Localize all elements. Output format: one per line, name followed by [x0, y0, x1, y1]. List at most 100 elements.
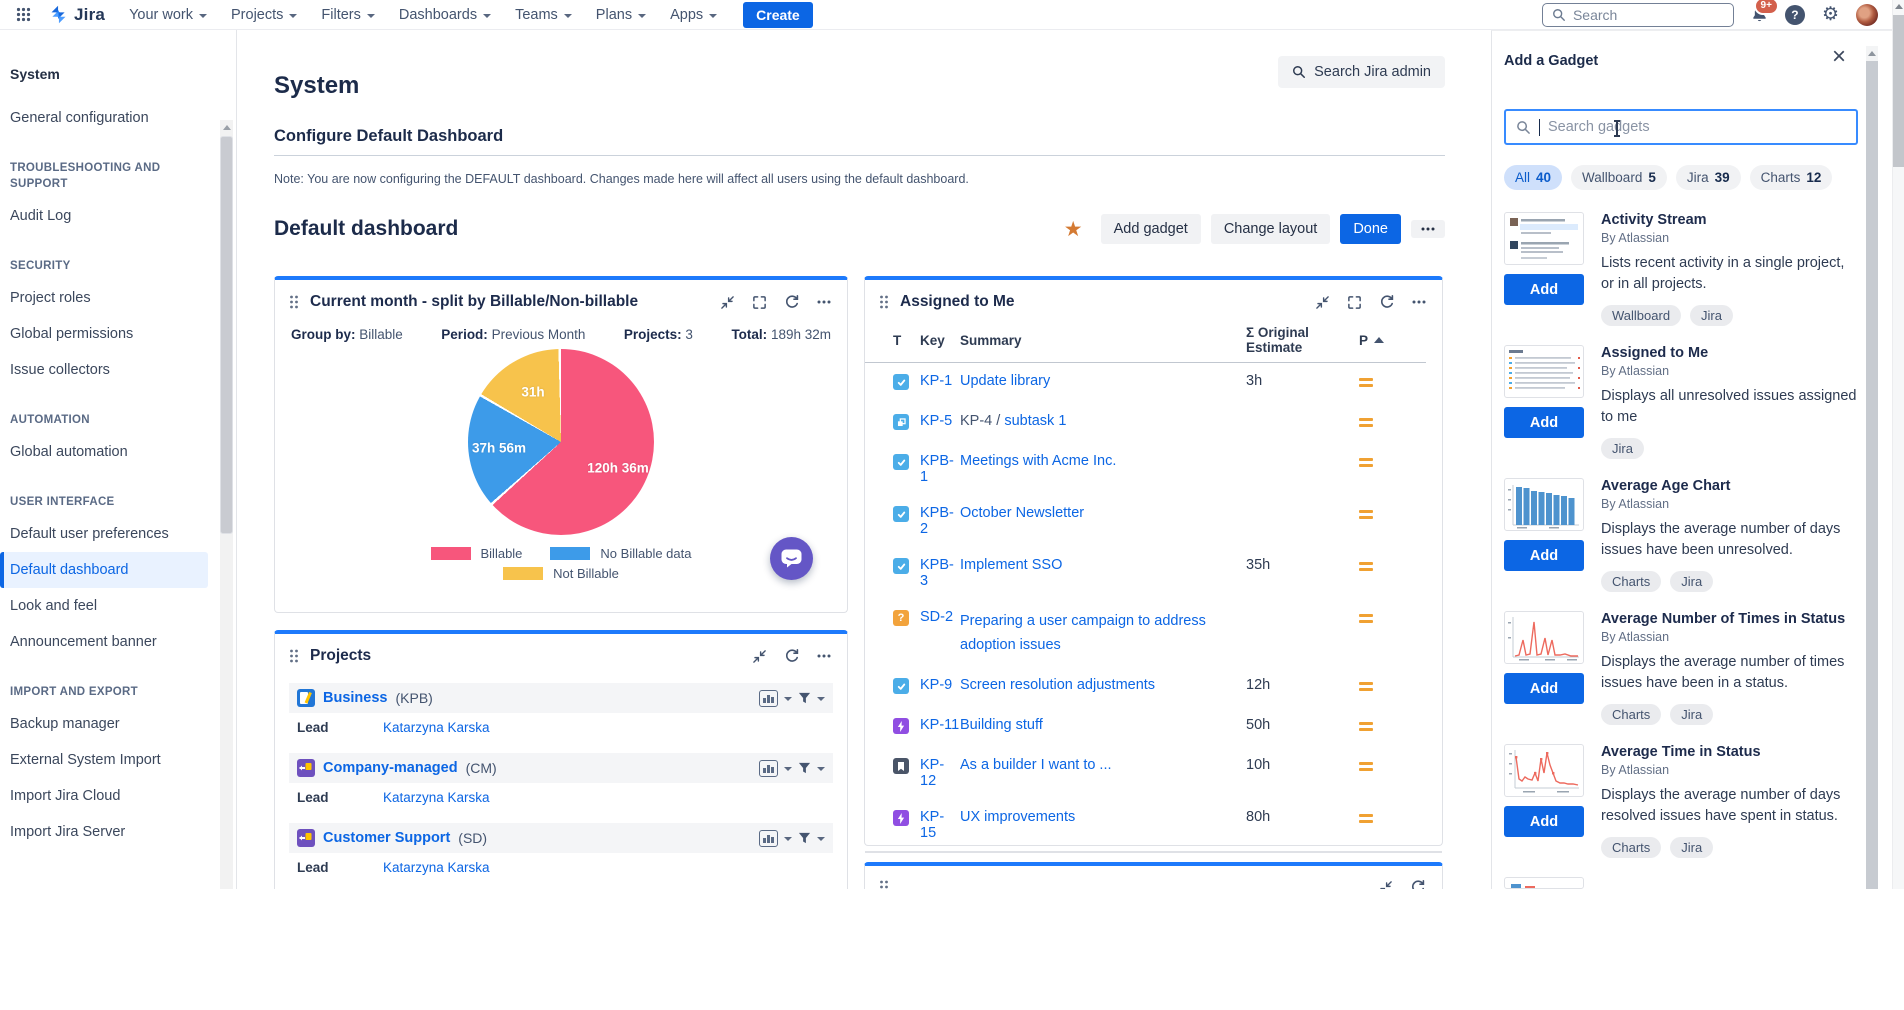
table-row[interactable]: ? SD-2 Preparing a user campaign to addr…	[865, 599, 1442, 667]
chevron-down-icon[interactable]	[817, 697, 825, 701]
nav-filters[interactable]: Filters	[321, 7, 374, 23]
project-link[interactable]: Company-managed	[323, 760, 458, 776]
sidebar-item-global-permissions[interactable]: Global permissions	[10, 316, 212, 352]
table-row[interactable]: KP-15 UX improvements 80h	[865, 799, 1442, 851]
close-icon[interactable]: ×	[1832, 45, 1846, 69]
chat-widget-button[interactable]	[770, 537, 813, 580]
nav-projects[interactable]: Projects	[231, 7, 297, 23]
nav-your-work[interactable]: Your work	[129, 7, 207, 23]
table-row[interactable]: KP-1 Update library 3h	[865, 363, 1442, 403]
refresh-icon[interactable]	[784, 648, 800, 664]
gadget-more-icon[interactable]	[1412, 300, 1426, 304]
chevron-down-icon[interactable]	[784, 837, 792, 841]
add-gadget-button[interactable]: Add gadget	[1101, 214, 1201, 244]
nav-apps[interactable]: Apps	[670, 7, 717, 23]
chevron-down-icon[interactable]	[817, 837, 825, 841]
refresh-icon[interactable]	[1410, 879, 1426, 889]
scrollbar-up-arrow[interactable]	[1895, 4, 1903, 9]
favorite-star-icon[interactable]: ★	[1064, 219, 1083, 240]
collapse-icon[interactable]	[1315, 295, 1330, 310]
nav-plans[interactable]: Plans	[596, 7, 646, 23]
sidebar-item-project-roles[interactable]: Project roles	[10, 280, 212, 316]
lead-link[interactable]: Katarzyna Karska	[383, 720, 490, 735]
jira-logo[interactable]: Jira	[48, 4, 105, 25]
chevron-down-icon[interactable]	[817, 767, 825, 771]
table-row[interactable]: KP-5 KP-4 / subtask 1	[865, 403, 1442, 443]
chevron-down-icon[interactable]	[784, 697, 792, 701]
sidebar-item-default-user-preferences[interactable]: Default user preferences	[10, 516, 212, 552]
drag-handle-icon[interactable]	[879, 295, 889, 309]
col-priority[interactable]: P	[1359, 333, 1368, 348]
app-switcher-icon[interactable]	[12, 4, 34, 26]
add-button[interactable]: Add	[1504, 407, 1584, 438]
scrollbar-up-arrow[interactable]	[223, 125, 231, 130]
sidebar-item-global-automation[interactable]: Global automation	[10, 434, 212, 470]
gadget-more-icon[interactable]	[817, 654, 831, 658]
global-search[interactable]	[1542, 3, 1734, 27]
pie-chart[interactable]: 120h 36m 37h 56m 31h	[468, 349, 654, 535]
gadget-search-input[interactable]	[1548, 119, 1846, 135]
notifications-button[interactable]: 9+	[1751, 6, 1768, 24]
lead-link[interactable]: Katarzyna Karska	[383, 860, 490, 875]
table-row[interactable]: KP-12 As a builder I want to ... 10h	[865, 747, 1442, 799]
collapse-icon[interactable]	[720, 295, 735, 310]
add-button[interactable]: Add	[1504, 806, 1584, 837]
add-button[interactable]: Add	[1504, 673, 1584, 704]
project-reports-icon[interactable]	[759, 830, 778, 847]
table-row[interactable]: KPB-2 October Newsletter	[865, 495, 1442, 547]
help-button[interactable]: ?	[1785, 5, 1805, 25]
expand-icon[interactable]	[1347, 295, 1362, 310]
nav-dashboards[interactable]: Dashboards	[399, 7, 491, 23]
col-summary[interactable]: Summary	[960, 333, 1246, 348]
scrollbar-thumb[interactable]	[1893, 15, 1904, 167]
sidebar-item-import-jira-cloud[interactable]: Import Jira Cloud	[10, 778, 212, 814]
filter-icon[interactable]	[798, 832, 811, 845]
gadget-more-icon[interactable]	[817, 300, 831, 304]
create-button[interactable]: Create	[743, 2, 813, 28]
drag-handle-icon[interactable]	[289, 295, 299, 309]
col-type[interactable]: T	[893, 333, 920, 348]
scrollbar-thumb[interactable]	[220, 136, 233, 534]
done-button[interactable]: Done	[1340, 214, 1401, 244]
filter-icon[interactable]	[798, 692, 811, 705]
search-jira-admin-button[interactable]: Search Jira admin	[1278, 56, 1445, 88]
settings-gear-icon[interactable]: ⚙	[1822, 5, 1839, 24]
sidebar-item-default-dashboard[interactable]: Default dashboard	[0, 552, 208, 588]
more-options-button[interactable]	[1411, 220, 1445, 238]
project-band[interactable]: Customer Support (SD)	[289, 823, 833, 853]
project-band[interactable]: Business (KPB)	[289, 683, 833, 713]
col-estimate[interactable]: Σ Original Estimate	[1246, 325, 1359, 355]
project-reports-icon[interactable]	[759, 690, 778, 707]
scrollbar-thumb[interactable]	[1866, 61, 1878, 889]
sidebar-item-issue-collectors[interactable]: Issue collectors	[10, 352, 212, 388]
global-search-input[interactable]	[1573, 7, 1703, 23]
project-link[interactable]: Customer Support	[323, 830, 450, 846]
sidebar-item-backup-manager[interactable]: Backup manager	[10, 706, 212, 742]
change-layout-button[interactable]: Change layout	[1211, 214, 1331, 244]
drag-handle-icon[interactable]	[289, 649, 299, 663]
page-scrollbar[interactable]	[1892, 0, 1904, 889]
refresh-icon[interactable]	[784, 294, 800, 310]
table-row[interactable]: KPB-3 Implement SSO 35h	[865, 547, 1442, 599]
project-band[interactable]: Company-managed (CM)	[289, 753, 833, 783]
add-button[interactable]: Add	[1504, 274, 1584, 305]
gadget-search[interactable]	[1504, 109, 1858, 145]
collapse-icon[interactable]	[1378, 880, 1393, 890]
sidebar-item-announcement-banner[interactable]: Announcement banner	[10, 624, 212, 660]
sort-ascending-icon[interactable]	[1374, 337, 1384, 343]
lead-link[interactable]: Katarzyna Karska	[383, 790, 490, 805]
refresh-icon[interactable]	[1379, 294, 1395, 310]
add-button[interactable]: Add	[1504, 540, 1584, 571]
sidebar-item-audit-log[interactable]: Audit Log	[10, 198, 212, 234]
sidebar-item-look-and-feel[interactable]: Look and feel	[10, 588, 212, 624]
filter-icon[interactable]	[798, 762, 811, 775]
sidebar-item-general-configuration[interactable]: General configuration	[10, 100, 212, 136]
expand-icon[interactable]	[752, 295, 767, 310]
table-row[interactable]: KPB-1 Meetings with Acme Inc.	[865, 443, 1442, 495]
drag-handle-icon[interactable]	[879, 880, 889, 889]
sidebar-scrollbar[interactable]	[220, 120, 233, 889]
